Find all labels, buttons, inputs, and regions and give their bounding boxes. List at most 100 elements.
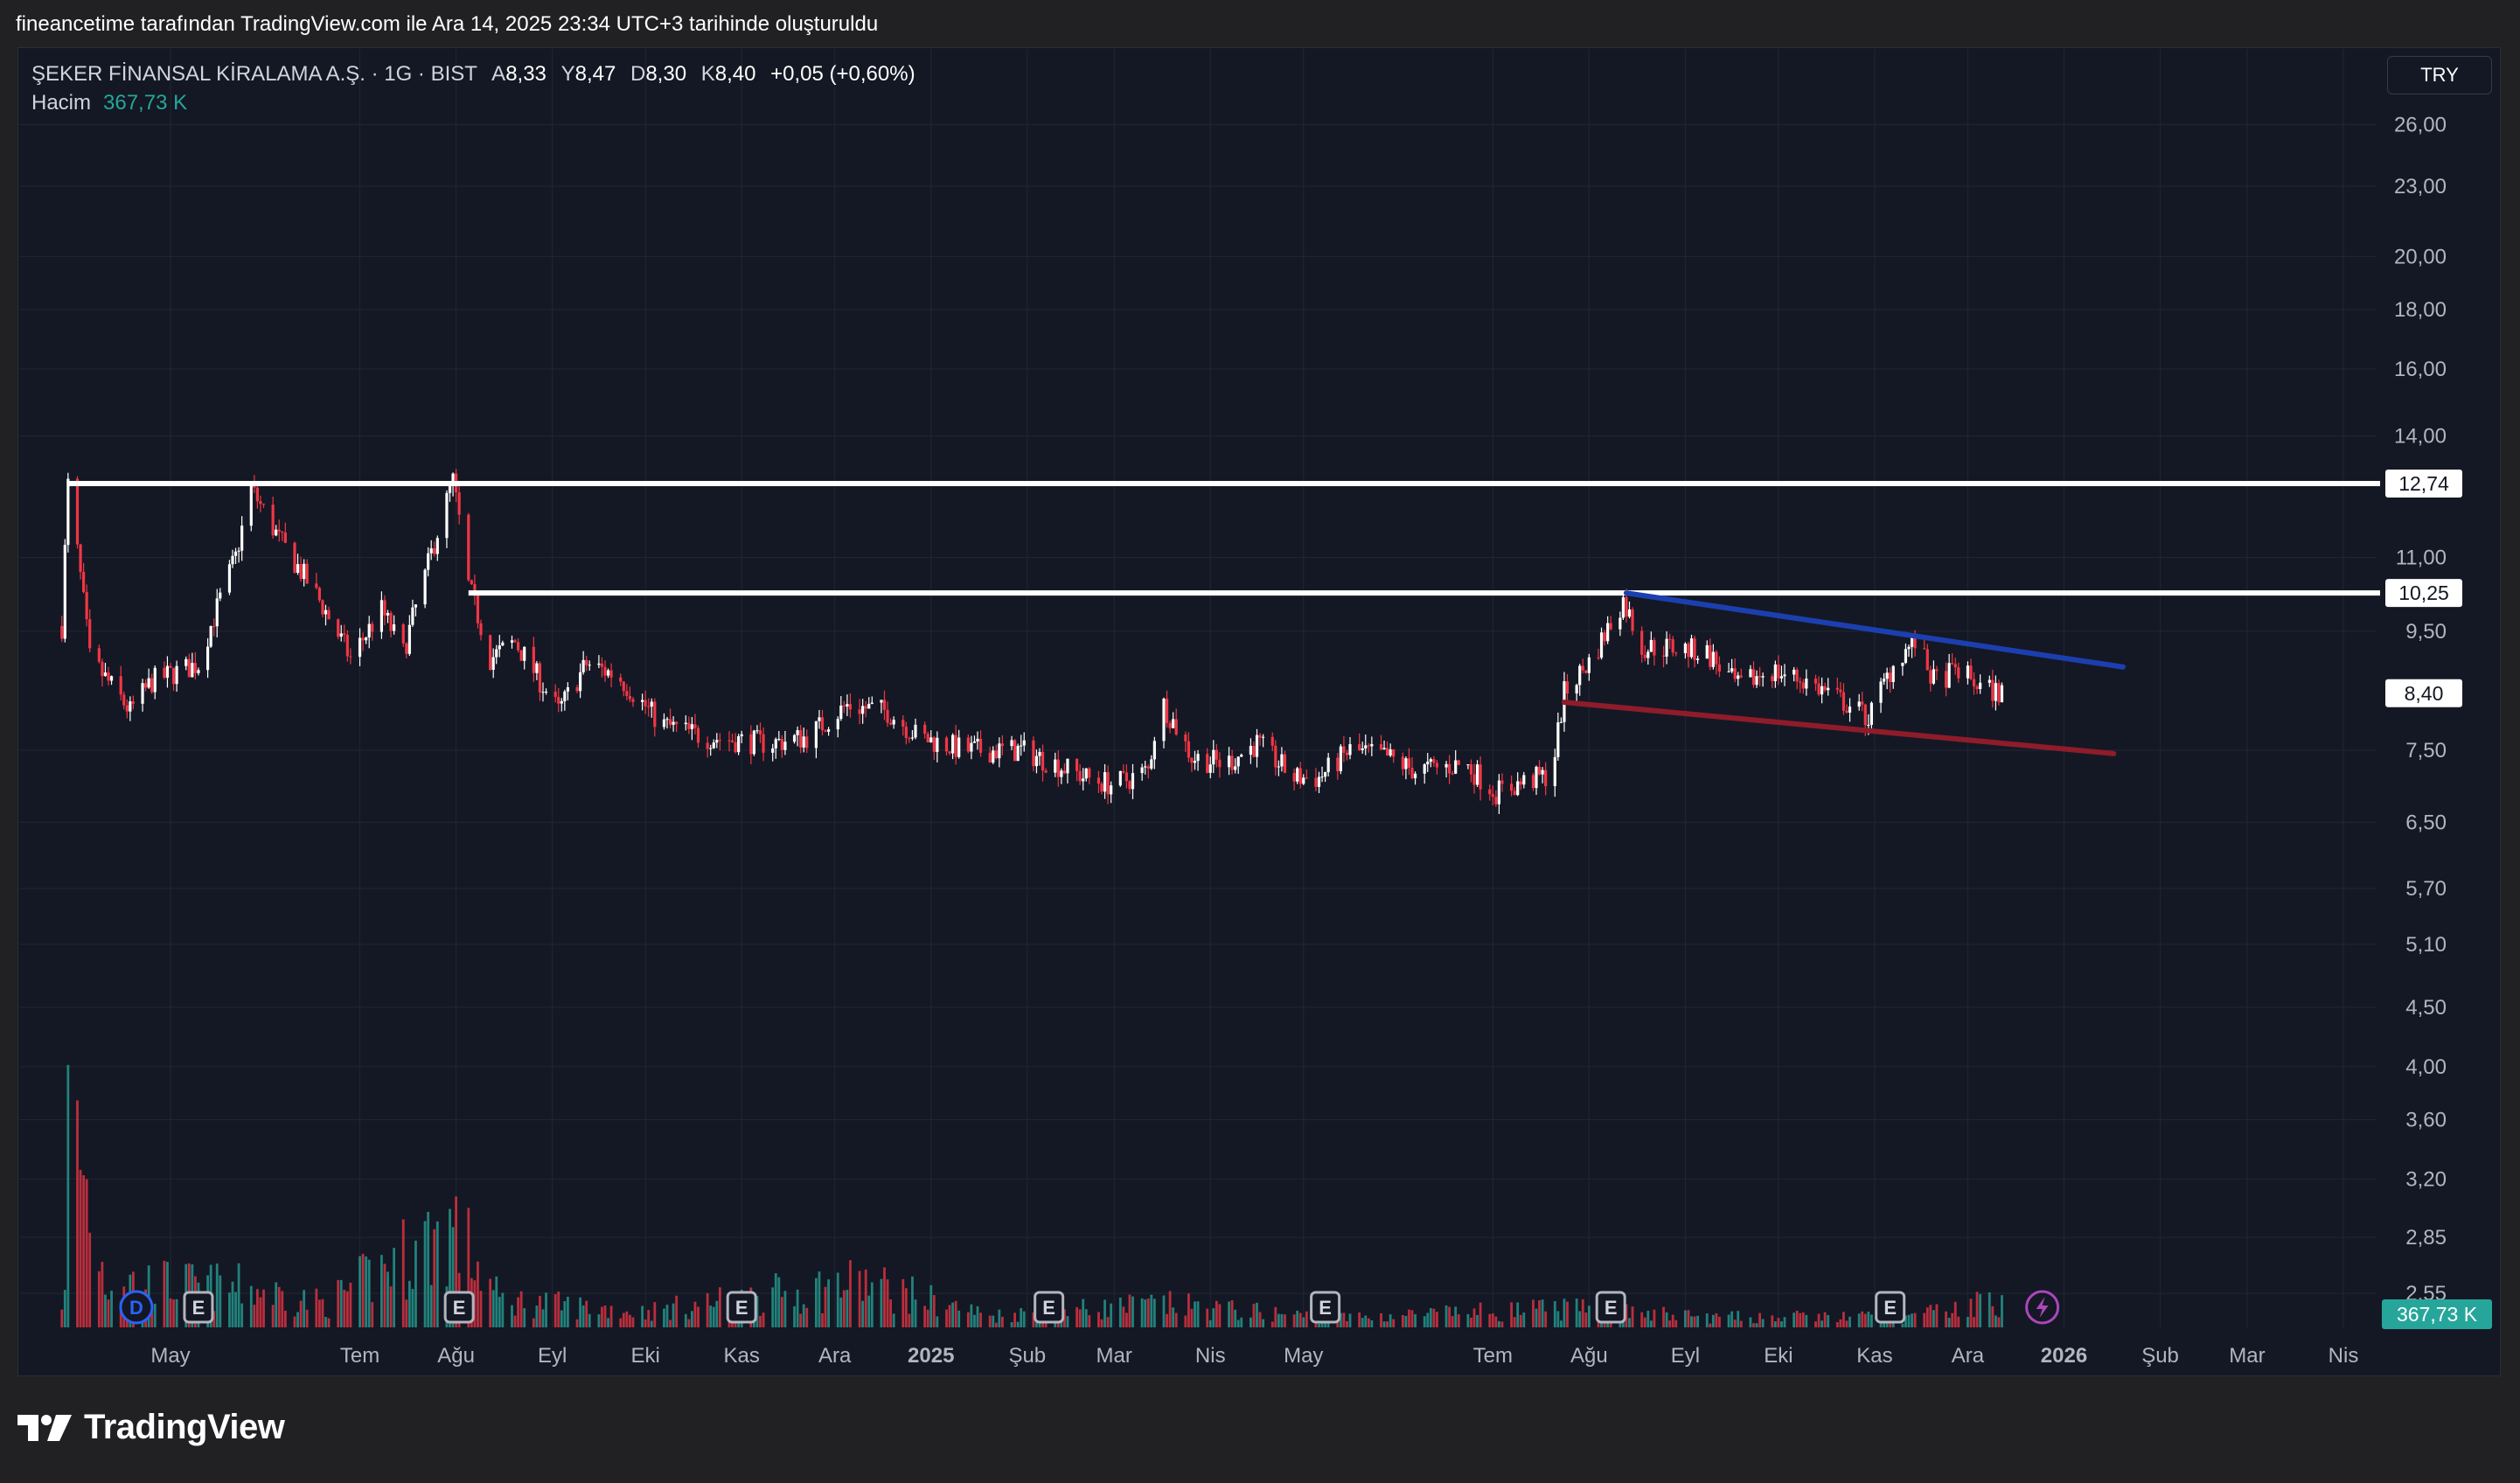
candle-body [1193,761,1197,763]
candle-body [1969,665,1973,679]
candle-body [305,563,309,584]
candle-body [1883,679,1886,682]
candle-body [1054,759,1057,773]
candle-body [1771,676,1774,682]
candle-body [824,730,827,732]
volume-bar [669,1319,672,1327]
horizontal-levels [67,481,2380,596]
candle-body [978,738,983,753]
candle-body [321,600,324,615]
volume-bar [305,1309,309,1327]
candle-body [1640,630,1644,655]
volume-bar [169,1298,172,1327]
volume-value: 367,73 K [103,91,188,115]
candle-body [792,735,797,742]
volume-bar [609,1305,613,1327]
candle-body [296,564,300,574]
earnings-marker-label: E [735,1297,748,1319]
currency-button[interactable]: TRY [2387,56,2492,94]
volume-bar [1538,1299,1541,1327]
candle-body [97,648,101,662]
volume-bar [1389,1314,1392,1327]
volume-bar [911,1276,914,1327]
tradingview-logo-icon [17,1414,72,1441]
candle-body [501,642,505,646]
candle-body [1929,670,1932,684]
volume-bar [1084,1309,1088,1327]
tradingview-logo[interactable]: TradingView [17,1408,285,1447]
volume-bar [489,1278,492,1327]
candle-body [317,588,321,601]
candle-body [1215,749,1218,760]
volume-bar [1302,1317,1305,1327]
candle-body [1661,655,1666,657]
candle-body [914,724,917,738]
volume-bar [1196,1301,1200,1327]
candle-body [1739,675,1743,678]
candle-body [777,739,781,741]
candle-body [1795,669,1799,682]
candle-body [970,742,973,752]
time-tick-label: Eyl [538,1344,567,1368]
candle-body [1627,609,1632,617]
volume-bar [1206,1308,1209,1327]
candle-body [1236,756,1240,767]
candle-body [1227,755,1231,768]
time-tick-label: Eki [630,1344,659,1368]
candle-body [1218,759,1222,768]
candle-body [1827,687,1830,691]
volume-bar [1640,1312,1644,1327]
volume-bar [1780,1321,1783,1327]
candle-body [1945,671,1948,688]
candle-body [109,676,114,681]
candle-body [563,691,567,701]
candle-body [144,683,148,688]
volume-bar [513,1315,517,1327]
candle-body [1106,772,1110,795]
candle-body [631,699,635,702]
candle-body [1146,766,1150,769]
candle-body [727,740,731,742]
volume-bar [411,1289,414,1327]
candle-body [1674,652,1678,654]
candle-body [1076,758,1079,771]
candle-body [1401,756,1404,769]
volume-bar [842,1290,846,1327]
candle-body [315,583,318,588]
volume-bar [675,1295,679,1327]
volume-bar [607,1318,609,1327]
candle-body [867,703,871,709]
volume-bar [601,1306,603,1327]
candle-body [1966,665,1970,679]
volume-bar [1563,1298,1566,1327]
candle-body [79,544,82,572]
chart-frame[interactable] [17,47,2501,1376]
volume-bar [1556,1311,1560,1327]
volume-bar [1870,1314,1873,1327]
volume-bar [1066,1316,1069,1327]
volume-bar [535,1305,539,1327]
candle-body [846,704,849,707]
candle-body [1869,702,1873,725]
time-tick-label: Eki [1764,1344,1793,1368]
volume-bar [1805,1314,1808,1327]
volume-bar [799,1313,803,1327]
candle-body [1709,644,1712,667]
volume-bar [429,1285,433,1327]
volume-bar [858,1271,861,1327]
candle-body [1603,632,1606,642]
volume-bar [1739,1320,1743,1327]
candle-body [271,505,275,536]
candle-body [1292,772,1296,782]
candle-body [1565,681,1570,694]
volume-bar [988,1315,992,1327]
volume-bar [365,1256,368,1327]
volume-bar [1326,1321,1330,1327]
volume-bar [256,1289,259,1327]
volume-bar [337,1279,340,1327]
candle-body [327,609,331,620]
volume-bar [1730,1311,1734,1327]
volume-bar [1298,1312,1302,1327]
volume-bar [880,1278,883,1327]
